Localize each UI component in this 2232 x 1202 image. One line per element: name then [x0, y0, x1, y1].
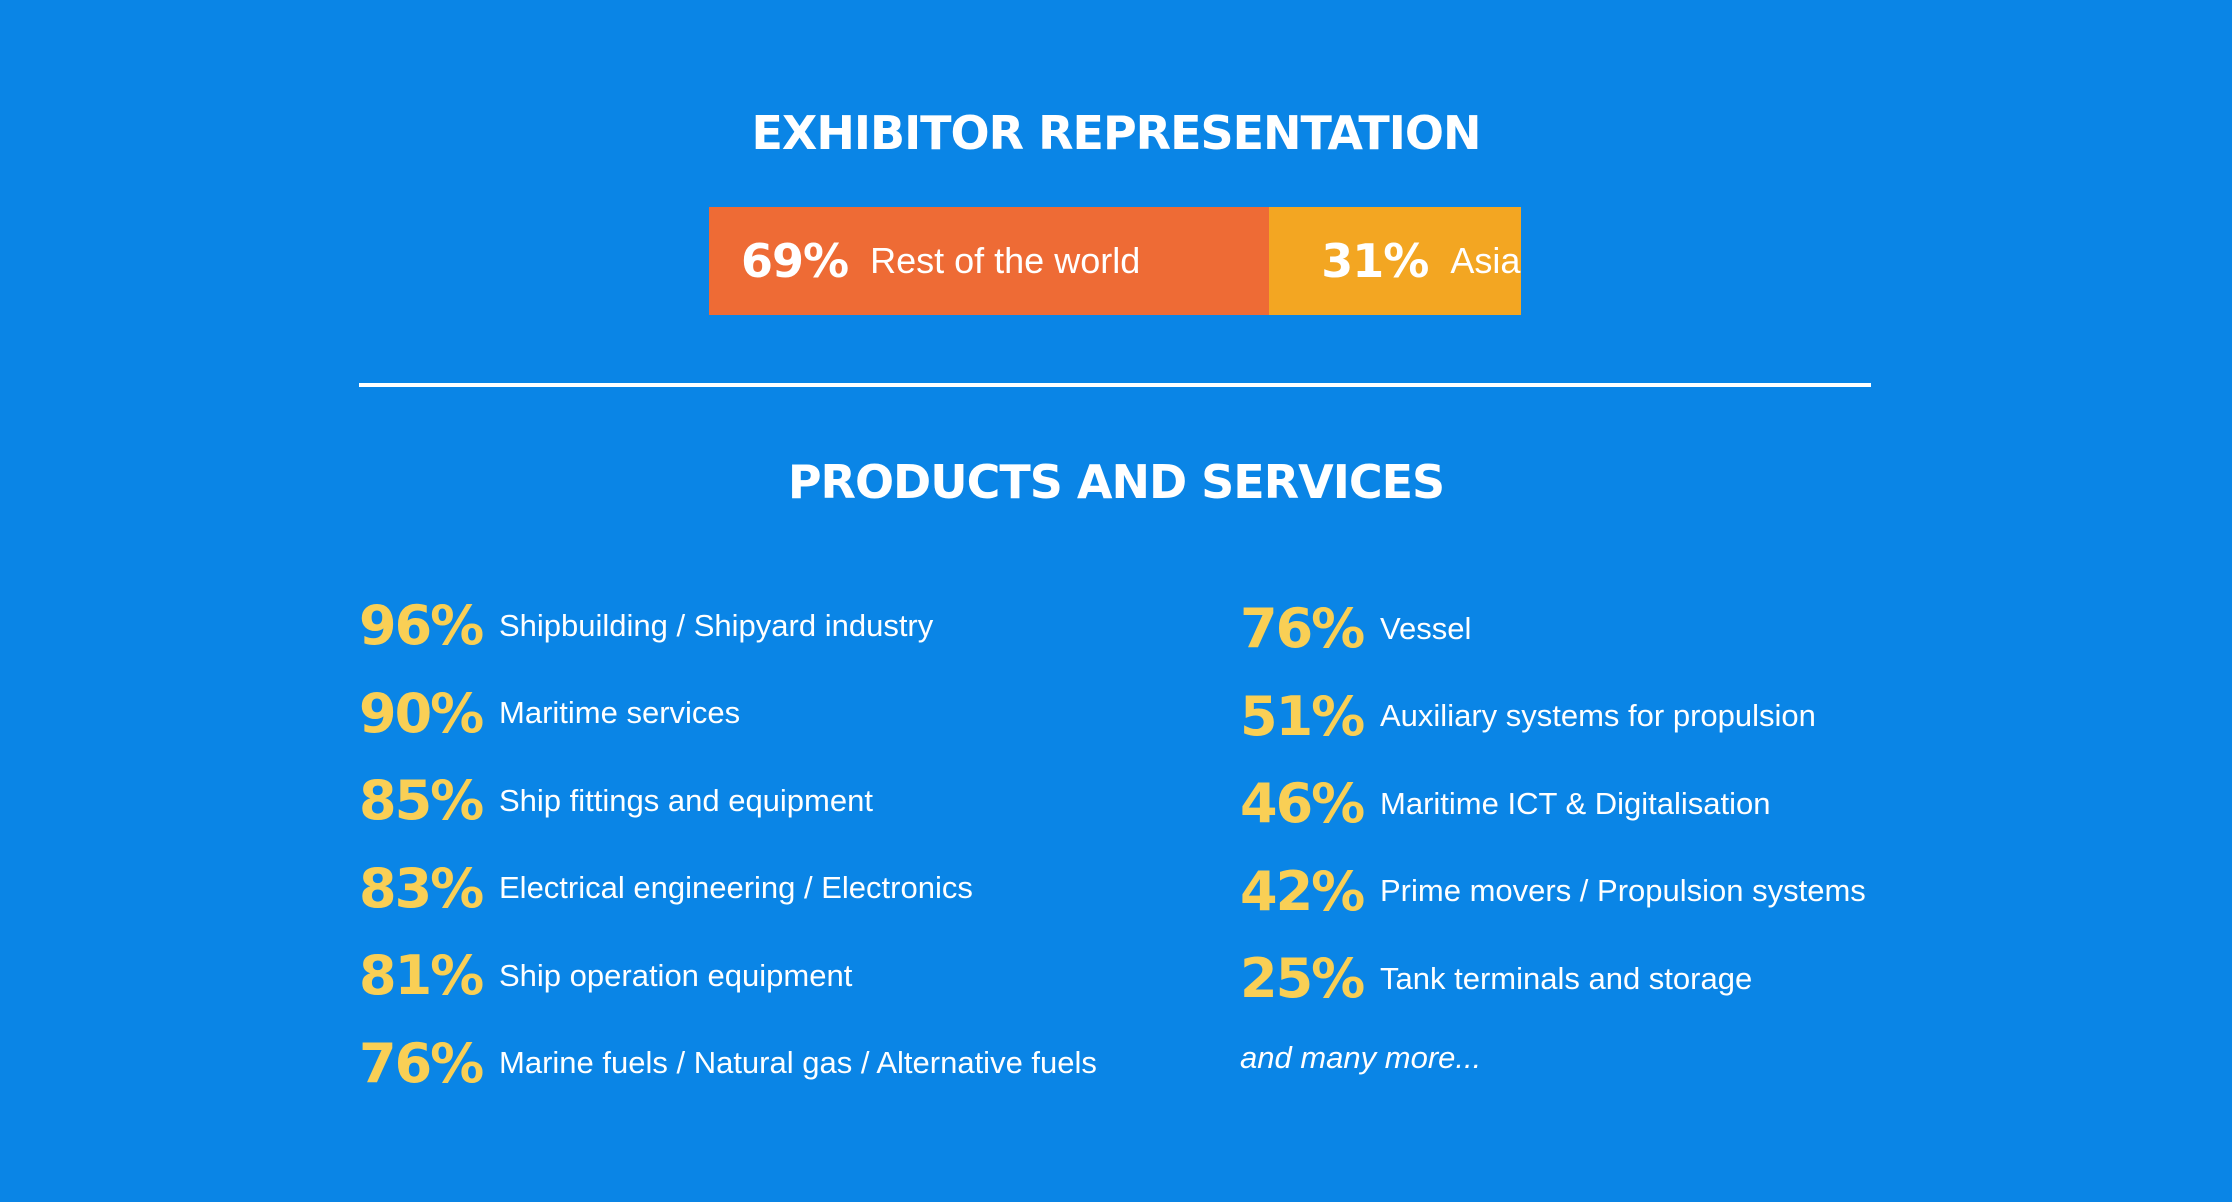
item-label: Maritime ICT & Digitalisation: [1380, 785, 1771, 821]
item-percent: 76%: [359, 1031, 484, 1095]
item-label: Ship fittings and equipment: [499, 782, 873, 818]
item-percent: 83%: [359, 856, 484, 920]
list-item: 42% Prime movers / Propulsion systems: [1240, 848, 1866, 936]
products-list-right: 76% Vessel 51% Auxiliary systems for propu…: [1240, 585, 1866, 1023]
item-label: Shipbuilding / Shipyard industry: [499, 607, 934, 643]
bar-segment-rest-of-world: 69% Rest of the world: [709, 207, 1270, 315]
item-percent: 96%: [359, 594, 484, 658]
item-label: Electrical engineering / Electronics: [499, 870, 973, 906]
list-item: 96% Shipbuilding / Shipyard industry: [359, 582, 1097, 670]
list-item: 90% Maritime services: [359, 670, 1097, 758]
item-percent: 90%: [359, 681, 484, 745]
item-label: Marine fuels / Natural gas / Alternative…: [499, 1045, 1097, 1081]
list-item: 81% Ship operation equipment: [359, 932, 1097, 1020]
exhibitor-representation-title: EXHIBITOR REPRESENTATION: [751, 106, 1482, 160]
item-label: Prime movers / Propulsion systems: [1380, 873, 1866, 909]
list-item: 83% Electrical engineering / Electronics: [359, 845, 1097, 933]
item-percent: 81%: [359, 944, 484, 1008]
list-item: 85% Ship fittings and equipment: [359, 757, 1097, 845]
bar-segment-rest-label: Rest of the world: [870, 240, 1141, 281]
item-label: Maritime services: [499, 695, 741, 731]
item-percent: 85%: [359, 769, 484, 833]
products-services-title: PRODUCTS AND SERVICES: [787, 455, 1445, 509]
bar-segment-asia: 31% Asia: [1269, 207, 1521, 315]
list-item: 25% Tank terminals and storage: [1240, 935, 1866, 1023]
list-item: 46% Maritime ICT & Digitalisation: [1240, 760, 1866, 848]
item-percent: 76%: [1240, 597, 1365, 661]
item-label: Ship operation equipment: [499, 957, 853, 993]
list-item: 76% Marine fuels / Natural gas / Alternat…: [359, 1020, 1097, 1108]
and-many-more-note: and many more...: [1240, 1040, 1482, 1075]
item-percent: 25%: [1240, 947, 1365, 1011]
exhibitor-stacked-bar: 69% Rest of the world 31% Asia: [709, 207, 1521, 315]
section-divider: [359, 383, 1871, 387]
list-item: 51% Auxiliary systems for propulsion: [1240, 673, 1866, 761]
item-label: Vessel: [1380, 610, 1472, 646]
item-percent: 42%: [1240, 859, 1365, 923]
bar-segment-rest-pct: 69%: [741, 234, 849, 288]
item-label: Tank terminals and storage: [1380, 960, 1753, 996]
bar-segment-asia-label: Asia: [1450, 240, 1521, 281]
products-list-left: 96% Shipbuilding / Shipyard industry 90% M…: [359, 582, 1097, 1107]
item-label: Auxiliary systems for propulsion: [1380, 698, 1816, 734]
bar-segment-asia-pct: 31%: [1321, 234, 1429, 288]
item-percent: 46%: [1240, 772, 1365, 836]
item-percent: 51%: [1240, 684, 1365, 748]
list-item: 76% Vessel: [1240, 585, 1866, 673]
